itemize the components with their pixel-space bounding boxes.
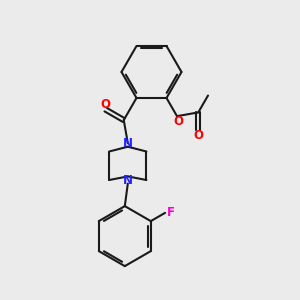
Text: O: O (173, 115, 184, 128)
Text: O: O (193, 129, 203, 142)
Text: O: O (100, 98, 111, 111)
Text: N: N (123, 173, 133, 187)
Text: F: F (167, 206, 175, 219)
Text: N: N (123, 136, 133, 150)
